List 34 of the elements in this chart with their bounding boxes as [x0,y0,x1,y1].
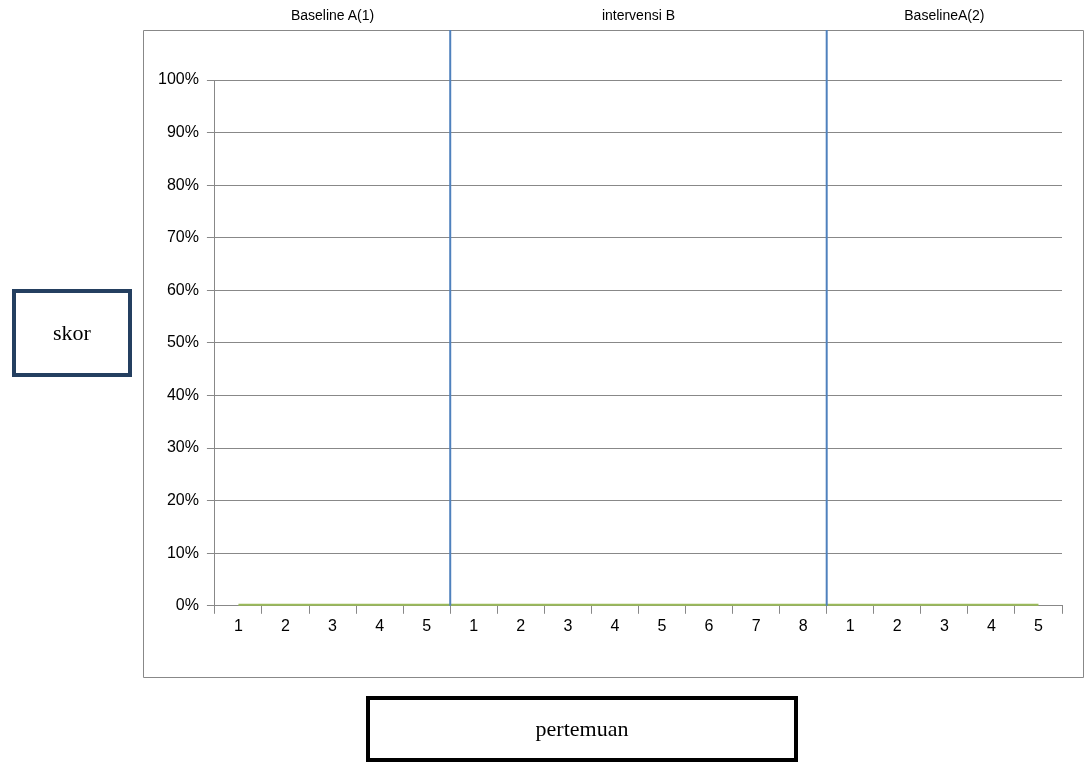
y-tick-label: 70% [166,228,199,246]
y-tick-label: 60% [166,280,199,298]
x-tick-label: 3 [939,616,949,634]
y-tick-label: 10% [166,543,199,561]
y-tick-label: 0% [175,596,199,614]
y-tick-label: 40% [166,385,199,403]
x-tick-label: 6 [704,616,714,634]
x-tick-label: 3 [563,616,573,634]
x-tick-label: 2 [281,616,291,634]
x-tick-label: 4 [986,616,996,634]
x-axis-title: pertemuan [366,696,798,762]
text: BaselineA(2) [904,7,985,23]
x-tick-label: 2 [516,616,526,634]
y-tick-label: 90% [166,122,199,140]
x-tick-label: 5 [422,616,432,634]
x-tick-label: 4 [610,616,620,634]
x-tick-label: 8 [798,616,808,634]
y-tick-label: 30% [166,438,199,456]
x-tick-label: 2 [892,616,902,634]
x-tick-label: 5 [657,616,667,634]
x-tick-label: 4 [375,616,385,634]
y-tick-label: 20% [166,491,199,509]
text: intervensi B [601,7,676,23]
x-tick-label: 1 [845,616,855,634]
text: Baseline A(1) [290,7,375,23]
y-axis-title: skor [12,289,132,377]
y-tick-label: 50% [166,333,199,351]
x-tick-label: 1 [234,616,243,634]
x-tick-label: 3 [328,616,338,634]
y-tick-label: 100% [158,70,199,88]
y-tick-label: 80% [166,175,199,193]
x-tick-label: 1 [469,616,479,634]
x-tick-label: 7 [751,616,761,634]
x-tick-label: 5 [1034,616,1044,634]
